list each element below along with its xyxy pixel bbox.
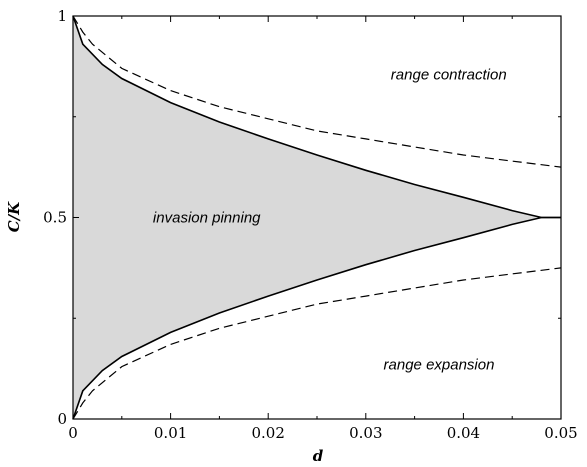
plot-frame xyxy=(72,15,562,420)
y-tick-label: 1 xyxy=(57,7,67,25)
y-tick-label: 0.5 xyxy=(43,209,67,227)
x-tick-label: 0.03 xyxy=(349,424,382,442)
y-axis-label: C/K xyxy=(5,201,23,232)
solid-boundary-1 xyxy=(72,216,561,420)
annotation-range-expansion: range expansion xyxy=(384,357,495,374)
x-tick-label: 0.01 xyxy=(154,424,187,442)
x-tick-label: 0 xyxy=(68,424,78,442)
y-tick-label: 0 xyxy=(57,410,67,428)
x-axis-label: d xyxy=(313,447,324,465)
x-tick-label: 0.04 xyxy=(447,424,480,442)
shaded-region xyxy=(73,16,561,419)
x-tick-label: 0.05 xyxy=(544,424,577,442)
plot-area xyxy=(72,15,562,420)
dashed-boundary-2 xyxy=(72,15,562,168)
x-tick-label: 0.02 xyxy=(251,424,284,442)
dashed-boundary-3 xyxy=(72,267,562,420)
annotation-range-contraction: range contraction xyxy=(391,66,507,83)
solid-boundary-0 xyxy=(72,15,561,219)
tick-labels: 0 0.01 0.02 0.03 0.04 0.05 0 0.5 1 xyxy=(43,7,578,442)
annotation-invasion-pinning: invasion pinning xyxy=(153,210,261,227)
